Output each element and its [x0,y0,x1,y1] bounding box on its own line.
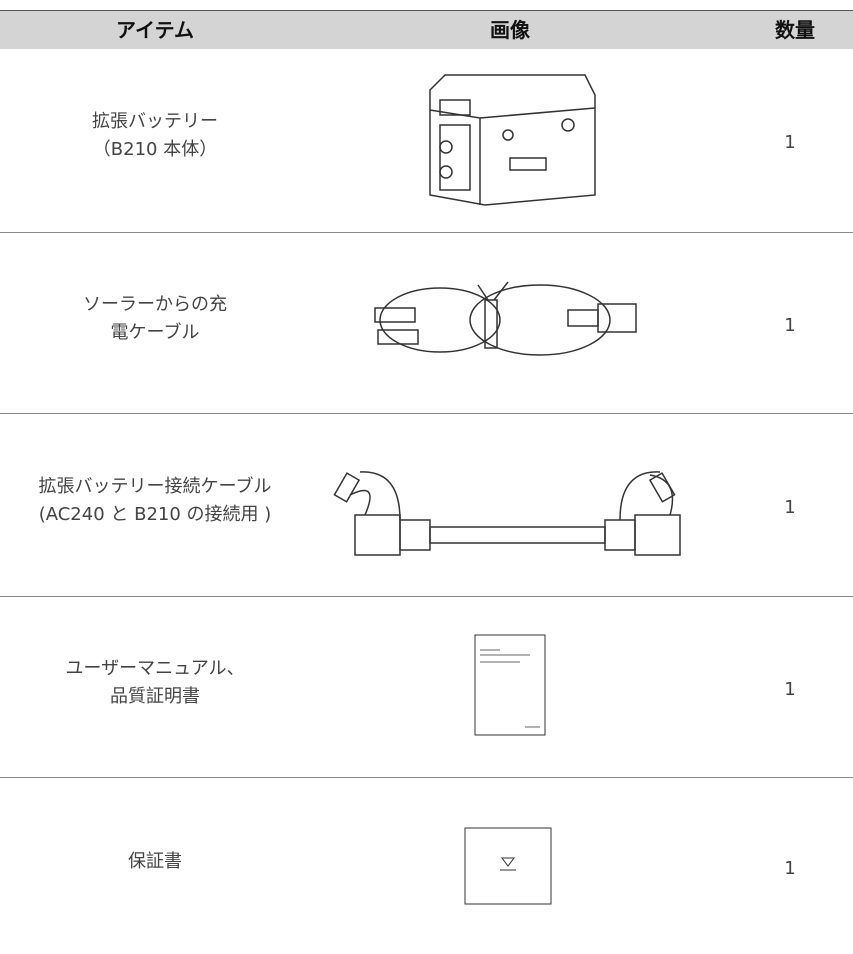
row-separator [0,232,853,233]
expansion-cable-image [333,471,681,556]
battery-image [429,74,596,206]
quantity: 1 [784,314,796,336]
manual-image [474,634,546,736]
header-item: アイテム [116,18,194,42]
item-name: ソーラーからの充 [83,293,227,315]
header-image: 画像 [490,18,530,42]
item-name: ユーザーマニュアル、 [65,657,245,679]
item-name: (AC240 と B210 の接続用 ) [38,503,272,525]
table-header: アイテム 画像 数量 [0,10,853,49]
quantity: 1 [784,857,796,879]
row-separator [0,777,853,778]
warranty-card-image [464,827,552,905]
row-separator [0,413,853,414]
item-name: 品質証明書 [110,685,200,707]
header-quantity: 数量 [775,18,815,42]
quantity: 1 [784,132,796,153]
item-name: 拡張バッテリー [92,111,218,132]
item-name: 電ケーブル [110,321,200,343]
solar-cable-image [374,281,637,356]
quantity: 1 [784,678,796,700]
quantity: 1 [784,496,796,518]
item-name: （B210 本体） [92,139,218,160]
item-name: 保証書 [128,850,182,872]
row-separator [0,596,853,597]
item-name: 拡張バッテリー接続ケーブル [38,475,272,497]
